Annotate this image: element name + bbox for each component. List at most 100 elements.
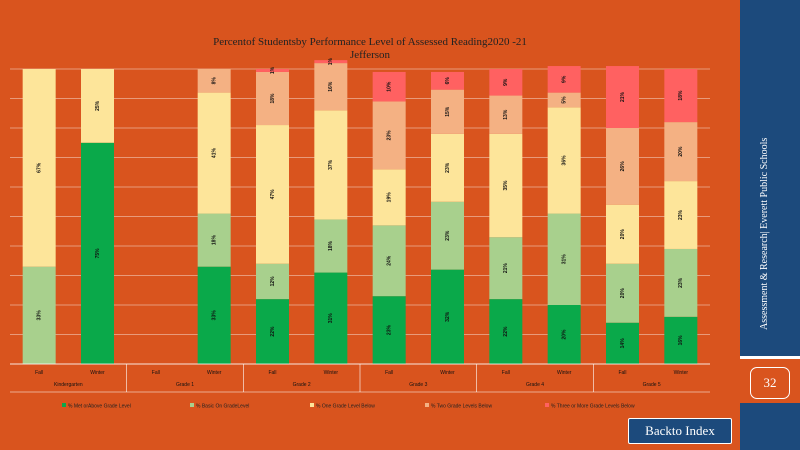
- bar-segment: [314, 219, 348, 273]
- legend-swatch: [545, 403, 549, 407]
- data-label: 35%: [503, 180, 509, 191]
- data-label: 20%: [678, 146, 684, 157]
- bar-segment: [197, 69, 231, 93]
- data-label: 25%: [95, 100, 101, 111]
- x-tick-label: Fall: [268, 370, 276, 376]
- bar-segment: [256, 125, 289, 264]
- x-group-label: Grade 2: [293, 382, 311, 388]
- data-label: 23%: [445, 230, 451, 241]
- bar-segment: [314, 60, 348, 64]
- bar-segment: [197, 213, 231, 267]
- bar-segment: [372, 169, 406, 226]
- legend-label: % Met orAbove Grade Level: [68, 404, 131, 410]
- sidebar-footer-panel: [740, 403, 800, 450]
- bar-segment: [431, 133, 464, 202]
- bar-segment: [81, 142, 114, 364]
- x-group-label: Grade 1: [176, 382, 194, 388]
- bar-segment: [489, 69, 523, 96]
- chart-area: Percentof Studentsby Performance Level o…: [10, 36, 710, 410]
- data-label: 15%: [445, 106, 451, 117]
- data-label: 23%: [386, 325, 392, 336]
- x-tick-label: Fall: [502, 370, 510, 376]
- bar-segment: [664, 122, 698, 182]
- bar-segment: [314, 63, 348, 111]
- data-label: 18%: [678, 90, 684, 101]
- data-label: 14%: [620, 338, 626, 349]
- bar-segment: [256, 263, 289, 300]
- data-label: 23%: [678, 209, 684, 220]
- data-label: 9%: [561, 75, 567, 83]
- data-label: 22%: [503, 326, 509, 337]
- data-label: 33%: [36, 310, 42, 321]
- x-tick-label: Fall: [35, 370, 43, 376]
- bar-segment: [372, 71, 406, 102]
- data-label: 8%: [211, 77, 217, 85]
- data-label: 36%: [561, 155, 567, 166]
- data-label: 19%: [386, 192, 392, 203]
- data-label: 16%: [678, 335, 684, 346]
- data-label: 18%: [211, 235, 217, 246]
- x-group-label: Grade 4: [526, 382, 544, 388]
- data-label: 20%: [620, 229, 626, 240]
- bar-segment: [197, 92, 231, 214]
- chart-title-line-1: Percentof Studentsby Performance Level o…: [213, 36, 527, 48]
- x-tick-label: Winter: [90, 370, 105, 376]
- data-label: 75%: [95, 248, 101, 259]
- bar-segment: [664, 69, 698, 123]
- data-label: 26%: [620, 161, 626, 172]
- data-label: 47%: [270, 189, 276, 200]
- x-tick-label: Winter: [324, 370, 339, 376]
- bar-segment: [431, 201, 464, 270]
- bar-segment: [547, 107, 581, 214]
- bar-segment: [256, 71, 289, 126]
- data-label: 41%: [211, 148, 217, 159]
- bar-segment: [197, 266, 231, 364]
- data-label: 13%: [503, 109, 509, 120]
- data-label: 1%: [270, 66, 276, 74]
- bar-segment: [664, 248, 698, 317]
- data-label: 23%: [445, 162, 451, 173]
- bar-segment: [489, 133, 523, 238]
- bar-segment: [547, 92, 581, 108]
- bar-segment: [489, 237, 523, 300]
- data-label: 24%: [386, 255, 392, 266]
- x-group-label: Grade 5: [643, 382, 661, 388]
- x-tick-label: Winter: [674, 370, 689, 376]
- bar-segment: [314, 272, 348, 364]
- x-tick-label: Winter: [557, 370, 572, 376]
- data-label: 23%: [678, 277, 684, 288]
- bar-segment: [372, 101, 406, 170]
- bar-segment: [372, 296, 406, 364]
- data-label: 18%: [328, 240, 334, 251]
- x-group-label: Grade 3: [409, 382, 427, 388]
- data-label: 16%: [328, 81, 334, 92]
- legend-swatch: [190, 403, 194, 407]
- legend-swatch: [62, 403, 66, 407]
- data-label: 32%: [445, 311, 451, 322]
- bar-segment: [606, 128, 639, 205]
- bar-segment: [372, 225, 406, 297]
- bar-segment: [547, 305, 581, 364]
- legend-label: % Two Grade Levels Below: [431, 404, 492, 410]
- data-label: 22%: [270, 326, 276, 337]
- data-label: 23%: [386, 130, 392, 141]
- bar-segment: [314, 110, 348, 220]
- legend-label: % Basic On GradeLevel: [196, 404, 249, 410]
- data-label: 31%: [561, 254, 567, 265]
- data-label: 18%: [270, 93, 276, 104]
- back-to-index-button[interactable]: Backto Index: [628, 418, 732, 444]
- bar-segment: [431, 71, 464, 90]
- bar-segment: [22, 69, 56, 267]
- data-label: 21%: [620, 91, 626, 102]
- bar-segment: [547, 66, 581, 93]
- bar-segment: [431, 89, 464, 134]
- page-number: 32: [750, 367, 790, 399]
- bar-segment: [606, 66, 639, 128]
- bar-segment: [431, 269, 464, 364]
- bar-segment: [489, 299, 523, 364]
- x-tick-label: Winter: [207, 370, 222, 376]
- data-label: 1%: [328, 57, 334, 65]
- data-label: 33%: [211, 310, 217, 321]
- bar-segment: [664, 181, 698, 249]
- legend-swatch: [425, 403, 429, 407]
